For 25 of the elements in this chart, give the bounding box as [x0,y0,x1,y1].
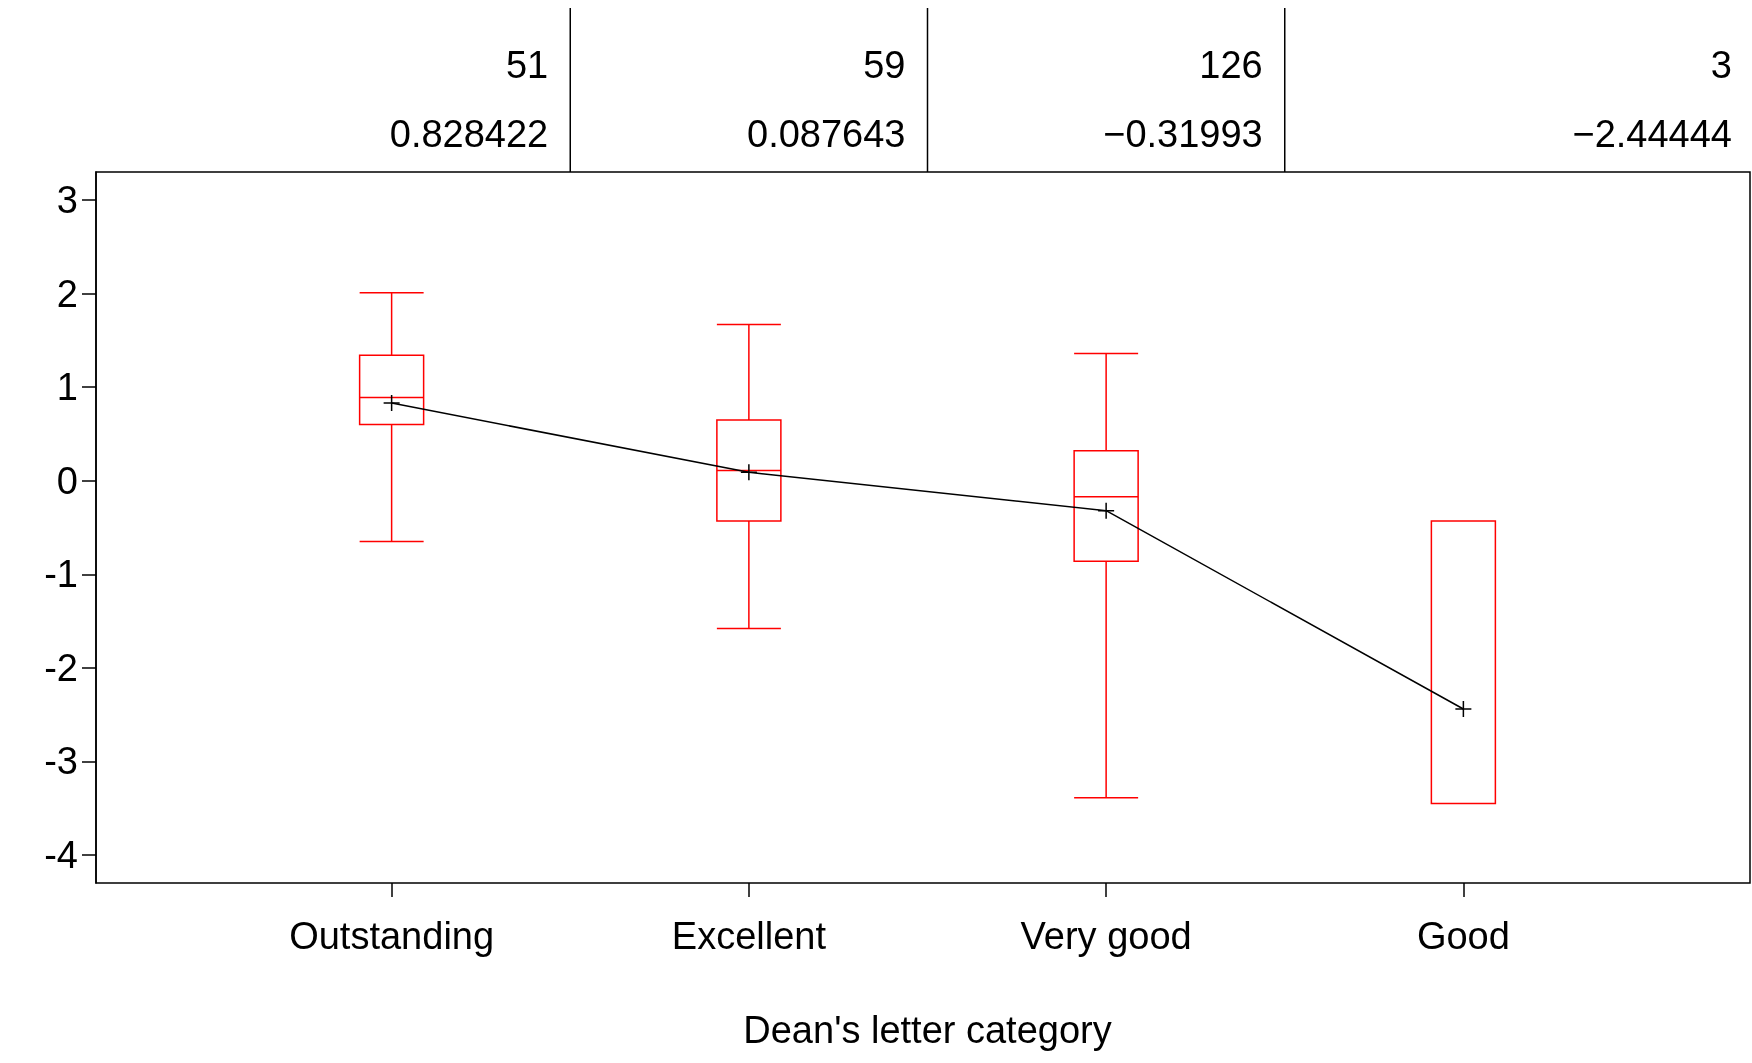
point [1097,501,1115,520]
y-tick-label: -4 [44,833,78,876]
text: −0.31993 [1103,113,1263,155]
y-tick-label: 0 [56,459,78,502]
y-tick-label: 3 [56,179,78,222]
y-tick-label: -3 [44,740,78,783]
point [1454,700,1473,718]
text: 0.087643 [747,113,906,155]
x-tick-label: Outstanding [289,915,495,957]
text: 126 [1199,44,1263,86]
y-tick-label: -1 [44,553,78,596]
text: 3 [1710,44,1732,86]
x-axis-title: Dean's letter category [743,1009,1112,1051]
point [382,394,401,412]
text: 0.828422 [389,113,549,155]
x-tick-label: Very good [1020,915,1192,957]
x-tick-label: Excellent [671,915,827,957]
text: 59 [863,44,906,86]
y-tick-label: -2 [44,646,78,689]
text: 51 [505,44,549,86]
x-tick-label: Good [1416,915,1510,957]
y-tick-label: 2 [56,272,78,315]
point [740,463,758,482]
y-tick-label: 1 [56,366,78,409]
text: −2.44444 [1572,113,1732,155]
